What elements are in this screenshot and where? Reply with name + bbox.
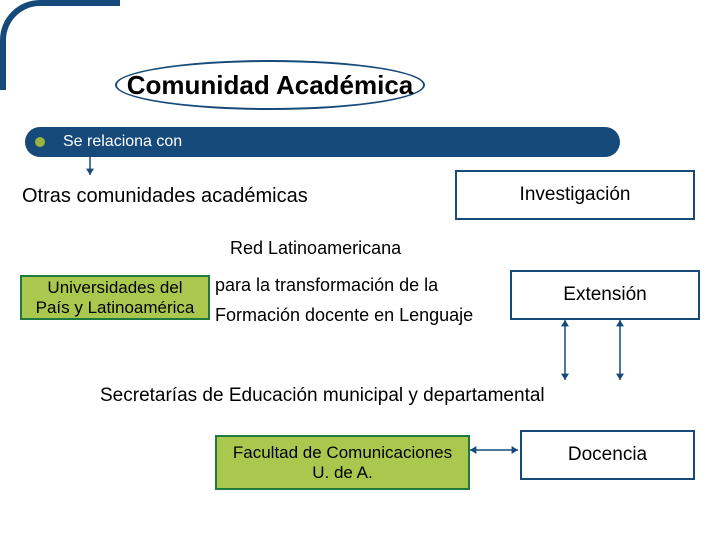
- text-secretarias: Secretarías de Educación municipal y dep…: [100, 385, 545, 407]
- title-oval: Comunidad Académica: [115, 60, 425, 110]
- relation-pill: Se relaciona con: [25, 127, 620, 157]
- corner-accent: [0, 0, 120, 90]
- box-extension: Extensión: [510, 270, 700, 320]
- text-otras: Otras comunidades académicas: [22, 185, 308, 208]
- box-investigacion-label: Investigación: [520, 184, 631, 206]
- text-red: Red Latinoamericana: [230, 238, 401, 259]
- text-formacion: Formación docente en Lenguaje: [215, 305, 473, 326]
- box-investigacion: Investigación: [455, 170, 695, 220]
- box-universidades: Universidades del País y Latinoamérica: [20, 275, 210, 320]
- box-docencia: Docencia: [520, 430, 695, 480]
- box-universidades-label: Universidades del País y Latinoamérica: [36, 278, 195, 318]
- pill-label: Se relaciona con: [63, 133, 182, 150]
- text-para: para la transformación de la: [215, 275, 438, 296]
- box-docencia-label: Docencia: [568, 444, 647, 466]
- bullet-icon: [35, 137, 45, 147]
- box-facultad-label: Facultad de Comunicaciones U. de A.: [233, 443, 452, 483]
- box-facultad: Facultad de Comunicaciones U. de A.: [215, 435, 470, 490]
- box-extension-label: Extensión: [563, 284, 646, 306]
- title-text: Comunidad Académica: [127, 70, 414, 101]
